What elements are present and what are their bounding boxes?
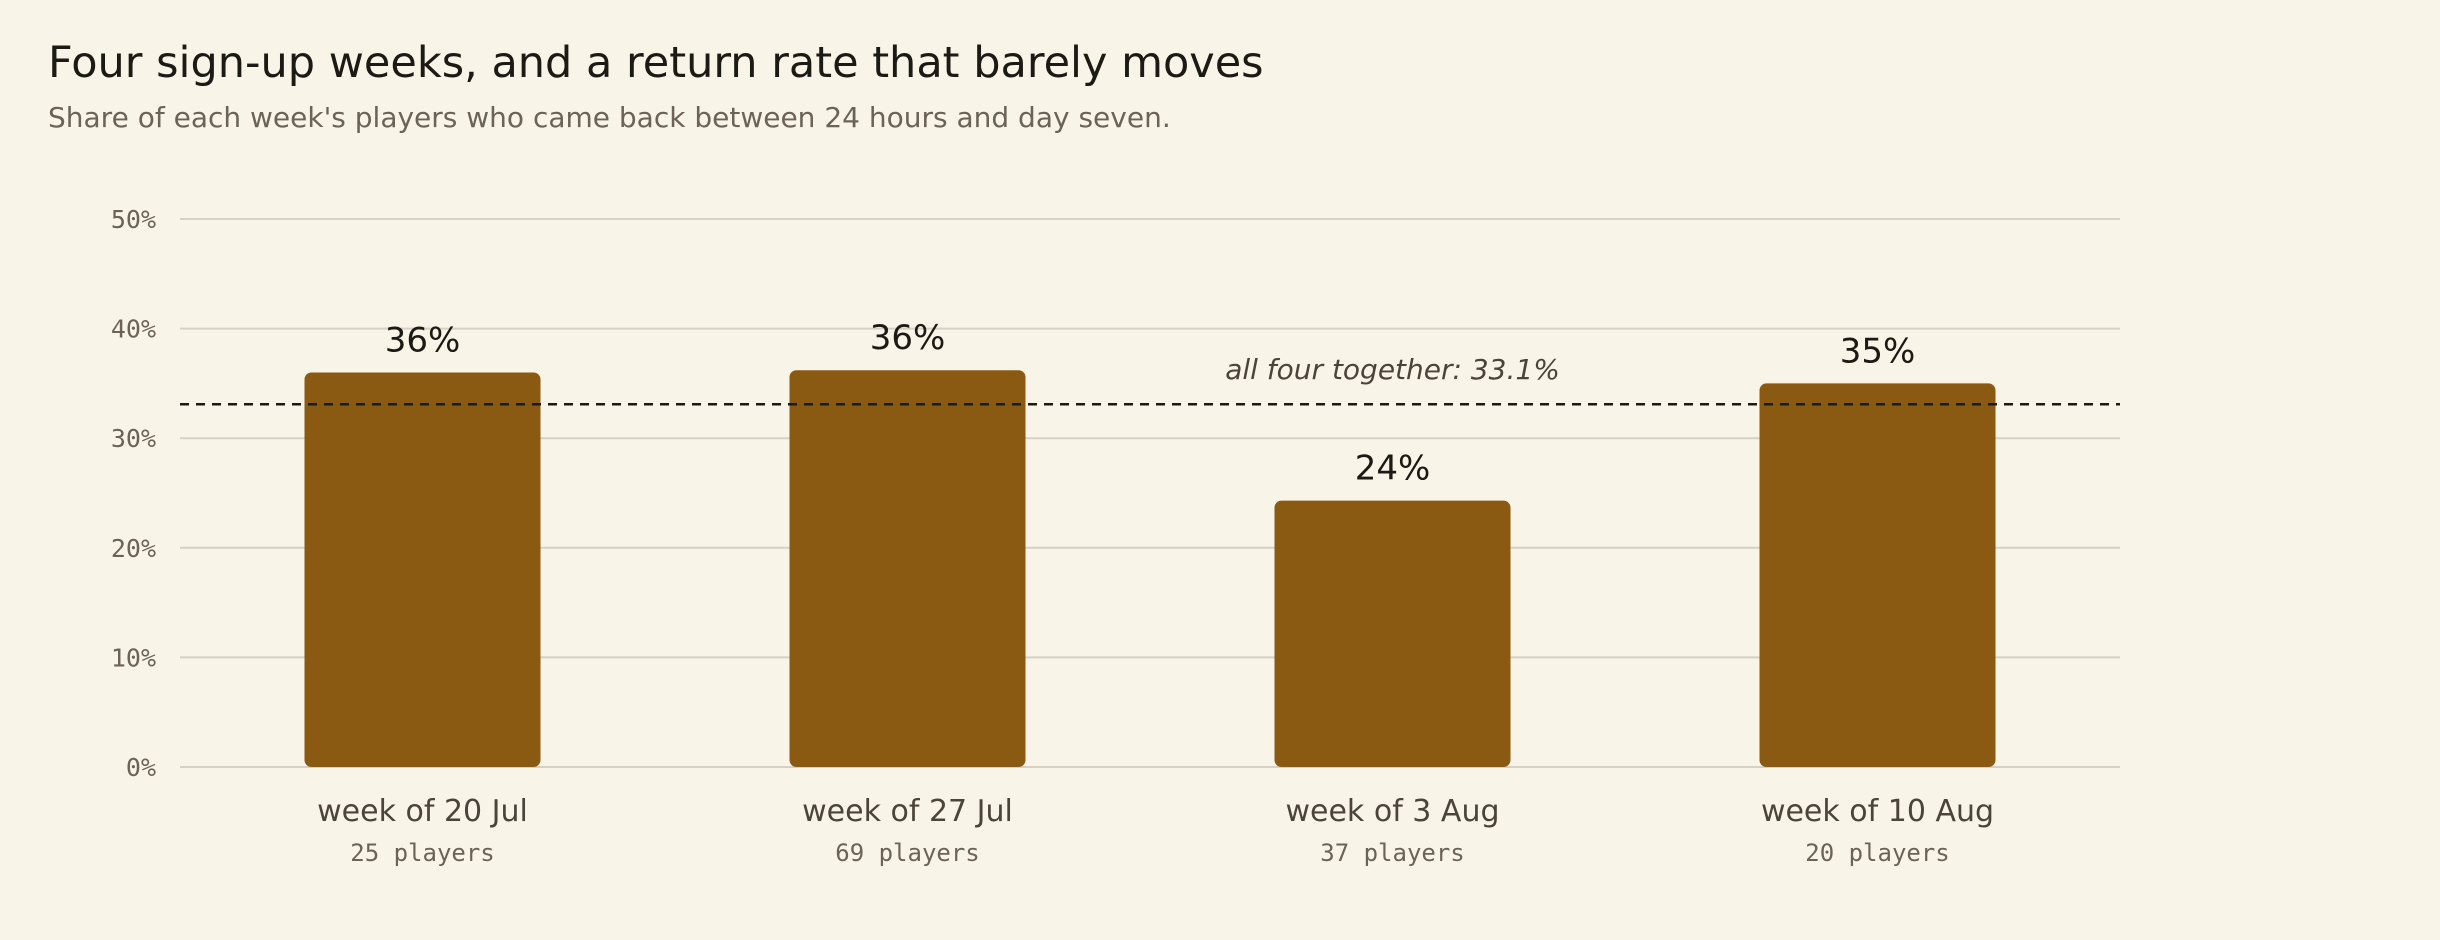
bar <box>1759 383 1996 767</box>
y-tick-label: 30% <box>111 424 156 453</box>
bar <box>1274 500 1511 767</box>
category-label: week of 20 Jul <box>317 794 528 829</box>
labels: 36% week of 20 Jul 25 players 36% week of 27… <box>317 318 1994 867</box>
y-tick-label: 20% <box>111 534 156 563</box>
bar-value-label: 36% <box>870 318 946 358</box>
category-label: week of 10 Aug <box>1761 794 1994 829</box>
y-tick-label: 0% <box>126 753 156 782</box>
bar <box>789 370 1026 767</box>
category-player-count: 37 players <box>1320 839 1465 867</box>
bar-value-label: 24% <box>1355 449 1431 489</box>
bars <box>304 370 1996 767</box>
category-player-count: 69 players <box>835 839 980 867</box>
reference-line-group: all four together: 33.1% <box>180 353 2120 406</box>
bar-value-label: 35% <box>1840 331 1916 371</box>
y-axis-ticks: 0% 10% 20% 30% 40% 50% <box>111 205 156 782</box>
bar-value-label: 36% <box>385 320 461 360</box>
category-label: week of 27 Jul <box>802 794 1013 829</box>
y-tick-label: 10% <box>111 643 156 672</box>
category-label: week of 3 Aug <box>1285 794 1499 829</box>
reference-line-label: all four together: 33.1% <box>1225 353 1560 386</box>
category-player-count: 20 players <box>1805 839 1950 867</box>
y-tick-label: 50% <box>111 205 156 234</box>
y-tick-label: 40% <box>111 315 156 344</box>
category-player-count: 25 players <box>350 839 495 867</box>
bar <box>304 372 541 767</box>
chart-title: Four sign-up weeks, and a return rate th… <box>48 38 1264 88</box>
chart-subtitle: Share of each week's players who came ba… <box>48 101 1171 134</box>
